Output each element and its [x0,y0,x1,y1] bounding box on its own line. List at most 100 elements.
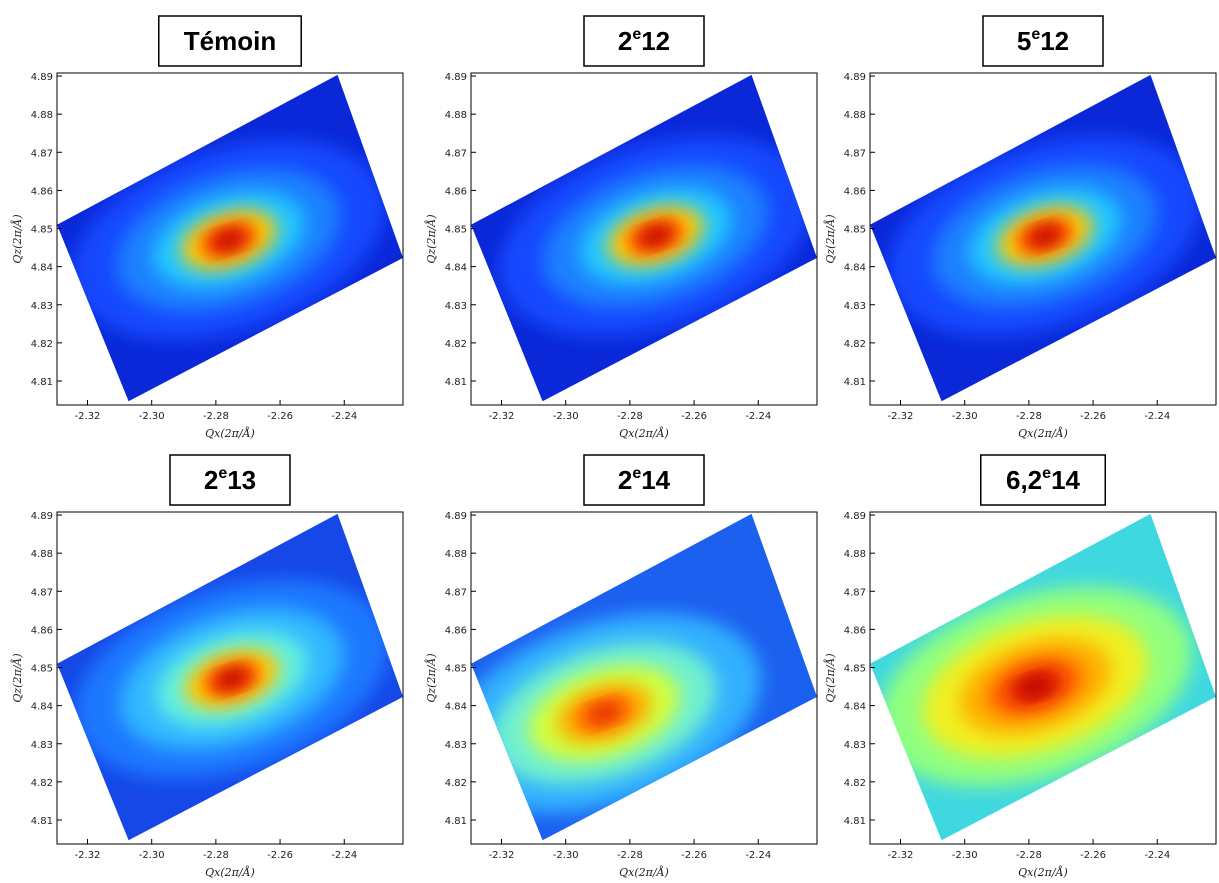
title-part: e [1042,465,1051,482]
x-tick-label: -2.32 [75,850,101,861]
x-tick-label: -2.28 [203,850,229,861]
panel-title: 2e14 [618,465,671,495]
panel-title: 5e12 [1017,26,1069,56]
intensity-level [1029,226,1061,246]
intensity-level [216,669,248,689]
x-tick-label: -2.32 [489,411,515,422]
x-axis-label: Qx(2π/Å) [205,426,255,440]
y-tick-label: 4.89 [844,511,866,522]
y-tick-label: 4.87 [844,587,866,598]
title-part: 12 [641,26,670,56]
y-tick-label: 4.84 [31,263,53,274]
intensity [471,613,761,814]
y-tick-label: 4.89 [844,72,866,83]
panel: -2.32 -2.30 -2.28 -2.26 -2.24 4.81 4.82 4.83 4.8… [10,454,404,879]
panel: -2.32 -2.30 -2.28 -2.26 -2.24 4.81 4.82 4.83 4.8… [823,15,1217,440]
y-tick-label: 4.82 [31,778,53,789]
x-tick-label: -2.28 [617,411,643,422]
title-part: 14 [641,465,670,495]
y-tick-label: 4.86 [445,186,467,197]
title-part: 13 [227,465,256,495]
x-tick-label: -2.24 [331,411,357,422]
title-part: e [632,26,641,43]
y-tick-label: 4.85 [445,225,467,236]
x-tick-label: -2.26 [1080,850,1106,861]
y-tick-label: 4.83 [844,301,866,312]
y-tick-label: 4.88 [31,110,53,121]
x-tick-label: -2.28 [617,850,643,861]
intensity [72,139,386,340]
y-tick-label: 4.82 [445,778,467,789]
y-tick-label: 4.89 [445,511,467,522]
y-tick-label: 4.84 [844,702,866,713]
plot-frame [869,511,1217,845]
y-axis-label: Qz(2π/Å) [823,214,837,263]
y-tick-label: 4.87 [445,587,467,598]
x-tick-label: -2.26 [681,411,707,422]
y-tick-label: 4.83 [31,740,53,751]
x-tick-label: -2.30 [139,850,165,861]
title-part: Témoin [184,26,276,56]
x-tick-label: -2.30 [553,411,579,422]
y-tick-label: 4.82 [445,339,467,350]
x-tick-label: -2.30 [952,411,978,422]
y-tick-label: 4.82 [31,339,53,350]
y-tick-label: 4.88 [445,549,467,560]
x-tick-label: -2.28 [203,411,229,422]
y-tick-label: 4.89 [31,511,53,522]
y-tick-label: 4.86 [844,186,866,197]
title-part: e [632,465,641,482]
y-tick-label: 4.88 [844,110,866,121]
intensity [878,586,1192,787]
x-tick-label: -2.26 [267,850,293,861]
x-tick-label: -2.24 [745,411,771,422]
x-tick-label: -2.26 [681,850,707,861]
x-axis-label: Qx(2π/Å) [205,865,255,879]
y-tick-label: 4.86 [31,625,53,636]
plot-frame [470,511,818,845]
intensity-level [1019,677,1051,696]
title-part: 5 [1017,26,1031,56]
y-tick-label: 4.86 [31,186,53,197]
y-tick-label: 4.81 [31,377,53,388]
y-tick-label: 4.84 [445,263,467,274]
y-axis-label: Qz(2π/Å) [823,653,837,702]
title-box [982,15,1104,67]
plot-frame [869,72,1217,406]
intensity-level [639,226,672,246]
panel-title: 2e13 [204,465,256,495]
y-tick-label: 4.82 [844,778,866,789]
x-tick-label: -2.24 [745,850,771,861]
panel-title: 2e12 [618,26,670,56]
title-part: e [218,465,227,482]
x-axis-label: Qx(2π/Å) [619,865,669,879]
y-axis-label: Qz(2π/Å) [424,214,438,263]
title-box [583,15,705,67]
title-box [979,454,1107,506]
x-tick-label: -2.24 [331,850,357,861]
y-tick-label: 4.89 [445,72,467,83]
y-tick-label: 4.87 [844,148,866,159]
x-tick-label: -2.30 [553,850,579,861]
y-tick-label: 4.89 [31,72,53,83]
title-part: 2 [618,26,632,56]
x-tick-label: -2.28 [1016,411,1042,422]
x-tick-label: -2.26 [1080,411,1106,422]
y-tick-label: 4.83 [445,740,467,751]
title-box [583,454,705,506]
title-part: 12 [1040,26,1069,56]
y-tick-label: 4.81 [445,377,467,388]
panel: -2.32 -2.30 -2.28 -2.26 -2.24 4.81 4.82 4.83 4.8… [823,454,1217,879]
y-tick-label: 4.83 [445,301,467,312]
x-axis-label: Qx(2π/Å) [619,426,669,440]
title-part: 14 [1051,465,1080,495]
x-tick-label: -2.32 [489,850,515,861]
title-box [169,454,291,506]
y-tick-label: 4.82 [844,339,866,350]
panel-title: 6,2e14 [1006,465,1081,495]
y-tick-label: 4.84 [445,702,467,713]
x-tick-label: -2.24 [1144,850,1170,861]
y-tick-label: 4.86 [445,625,467,636]
y-tick-label: 4.88 [844,549,866,560]
